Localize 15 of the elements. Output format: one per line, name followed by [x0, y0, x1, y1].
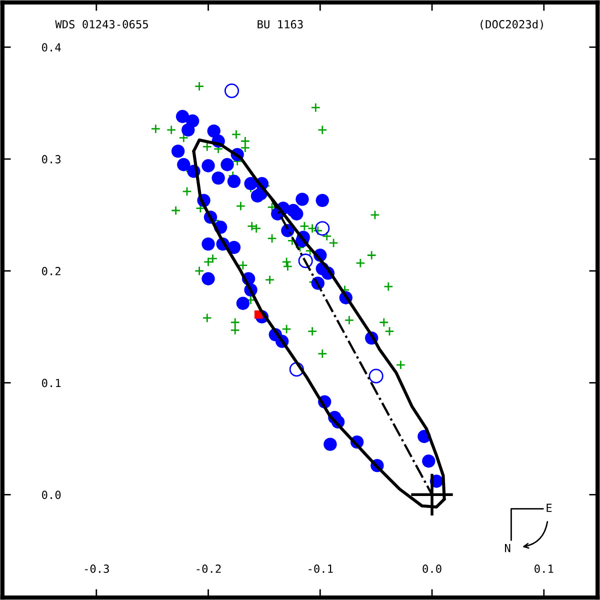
annotation: WDS 01243-0655	[55, 20, 148, 28]
y-tick-label: 0.0	[42, 490, 61, 500]
x-tick-label: 0.0	[422, 564, 442, 573]
x-tick-label: -0.3	[84, 564, 109, 573]
annotation: N	[505, 544, 510, 552]
x-tick-label: -0.2	[196, 564, 221, 573]
x-tick-label: -0.1	[308, 564, 333, 573]
annotation: E	[546, 504, 552, 512]
x-tick-label: 0.1	[534, 564, 554, 573]
y-tick-label: 0.4	[42, 43, 61, 52]
annotation: (DOC2023d)	[480, 20, 543, 30]
y-tick-label: 0.3	[42, 155, 61, 164]
y-tick-label: 0.2	[42, 266, 60, 276]
text: BU 1163	[258, 20, 303, 28]
y-tick-label: 0.1	[42, 378, 61, 388]
